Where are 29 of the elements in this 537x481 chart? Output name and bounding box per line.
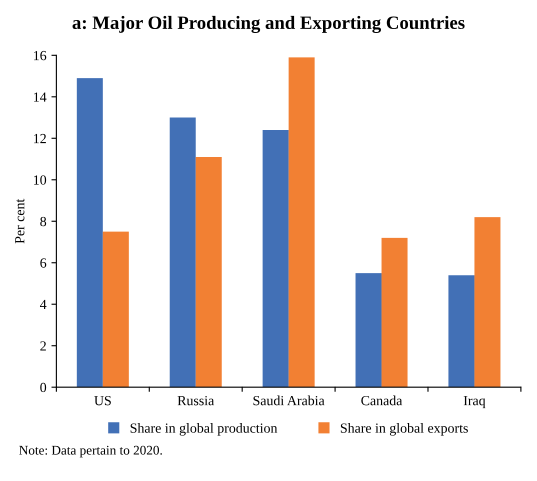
x-tick-label: Iraq — [464, 396, 486, 408]
y-tick-label: 6 — [40, 258, 46, 268]
x-tick-label: Russia — [178, 396, 214, 406]
y-tick-label: 12 — [34, 134, 46, 144]
bar — [262, 130, 289, 388]
legend-label: Share in global production — [130, 423, 278, 436]
bar — [448, 275, 474, 388]
bar — [170, 118, 196, 388]
text: Note: Data pertain to 2020. — [19, 446, 162, 458]
y-tick-label: 0 — [40, 382, 46, 392]
chart-title: a: Major Oil Producing and Exporting Countries — [72, 16, 465, 33]
bar — [76, 78, 103, 388]
x-tick-label: US — [94, 396, 111, 406]
bar — [356, 273, 382, 388]
bar — [382, 238, 408, 388]
x-tick-label: Canada — [361, 396, 402, 406]
y-axis-title: Per cent — [15, 198, 24, 244]
y-tick-label: 2 — [40, 341, 46, 351]
bar — [196, 156, 222, 388]
x-tick-label: Saudi Arabia — [254, 396, 325, 406]
legend-label: Share in global exports — [340, 423, 468, 436]
y-tick-label: 10 — [34, 175, 46, 185]
bar — [474, 217, 500, 388]
bar — [102, 232, 129, 388]
y-tick-label: 4 — [40, 300, 46, 310]
bar — [288, 57, 315, 388]
y-tick-label: 16 — [34, 50, 46, 60]
y-tick-label: 14 — [34, 92, 46, 102]
y-tick-label: 8 — [40, 216, 46, 226]
